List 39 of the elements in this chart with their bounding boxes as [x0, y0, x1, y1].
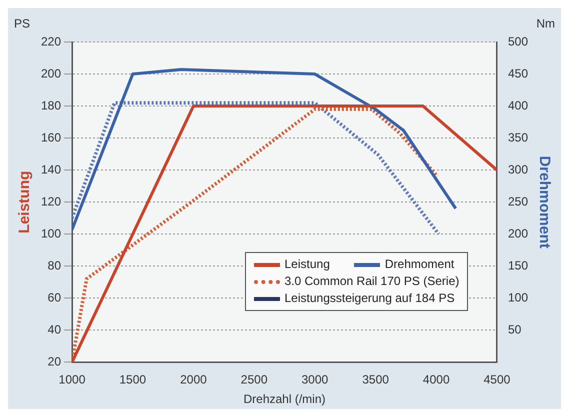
x-tick-label: 4500	[484, 372, 511, 387]
legend-label: 3.0 Common Rail 170 PS (Serie)	[284, 273, 460, 290]
legend-label: Drehmoment	[384, 256, 454, 274]
y-tick-label: 200	[40, 66, 62, 80]
y-tick-label: 80	[48, 258, 62, 272]
y-tick-label: 60	[48, 290, 62, 304]
text: PS	[14, 16, 30, 30]
y-tick-label: 100	[40, 226, 62, 240]
y-tick-label: 20	[48, 354, 62, 369]
x-tick-label: 2500	[240, 372, 268, 387]
x-tick-label: 1500	[119, 372, 146, 387]
x-axis-title: Drehzahl (/min)	[243, 392, 326, 406]
y2-tick-label: 450	[508, 66, 528, 80]
y2-tick-label: 50	[508, 322, 522, 336]
annotation: Leistungssteigerung auf 184 PS	[284, 290, 456, 308]
y2-tick-label: 300	[508, 162, 528, 176]
y-tick-label: 160	[40, 130, 62, 144]
x-tick-label: 1000	[58, 372, 86, 387]
y-axis-title: Leistung	[16, 170, 34, 234]
x-tick-label: 2000	[180, 372, 208, 387]
text: Nm	[536, 16, 555, 30]
x-tick-label: 4000	[422, 372, 450, 387]
y-tick-label: 120	[40, 194, 62, 208]
y-tick-label: 140	[40, 162, 62, 176]
line-series	[72, 101, 440, 236]
y-tick-label: 40	[48, 322, 62, 336]
x-tick-label: 3500	[362, 372, 390, 387]
y2-tick-label: 200	[508, 226, 528, 240]
y-tick-label: 180	[40, 98, 62, 112]
y2-tick-label: 100	[508, 290, 528, 304]
y2-tick-label: 500	[508, 34, 528, 48]
legend-label: Leistung	[284, 256, 330, 274]
y2-axis-title: Drehmoment	[536, 156, 553, 248]
y2-tick-label: 250	[508, 194, 528, 208]
y2-tick-label: 150	[508, 258, 528, 272]
y2-tick-label: 400	[508, 98, 528, 112]
y2-tick-label: 350	[508, 130, 528, 144]
y-tick-label: 220	[40, 34, 62, 48]
x-tick-label: 3000	[302, 372, 329, 387]
